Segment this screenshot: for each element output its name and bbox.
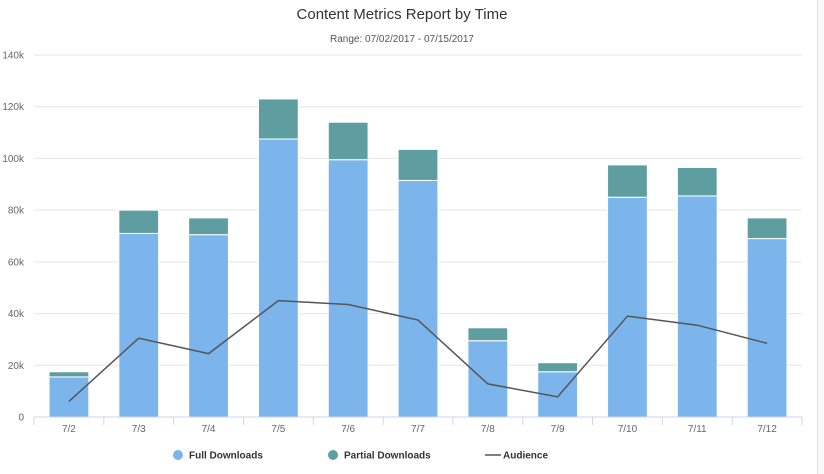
legend: Full Downloads Partial Downloads Audience — [173, 450, 548, 462]
y-tick-label: 140k — [2, 51, 25, 62]
bar-full-downloads — [118, 232, 160, 418]
y-tick-label: 80k — [8, 206, 25, 217]
bar-full-downloads — [48, 376, 90, 418]
y-axis-ticks: 0 20k 40k 60k 80k 100k 120k 140k — [2, 51, 25, 424]
legend-label: Partial Downloads — [344, 451, 431, 462]
bar-full-downloads — [397, 179, 439, 418]
x-axis — [33, 416, 803, 425]
audience-line — [68, 299, 768, 403]
x-tick-label: 7/10 — [618, 424, 638, 435]
audience-line-layer — [68, 299, 768, 403]
bar-partial-downloads — [327, 121, 369, 161]
y-tick-label: 0 — [18, 413, 24, 424]
x-tick-label: 7/5 — [271, 424, 285, 435]
bar-partial-downloads — [676, 166, 718, 197]
bar-partial-downloads — [257, 98, 299, 140]
bar-partial-downloads — [188, 217, 229, 236]
bar-partial-downloads — [467, 327, 509, 342]
bar-full-downloads — [257, 138, 299, 418]
bar-full-downloads — [676, 195, 718, 418]
bar-partial-downloads — [607, 164, 648, 198]
y-tick-label: 60k — [8, 257, 25, 268]
x-tick-label: 7/9 — [551, 424, 565, 435]
x-tick-label: 7/3 — [132, 424, 146, 435]
x-tick-label: 7/8 — [481, 424, 495, 435]
chart-subtitle: Range: 07/02/2017 - 07/15/2017 — [330, 34, 474, 45]
bar-full-downloads — [746, 238, 788, 418]
x-tick-label: 7/7 — [411, 424, 425, 435]
x-tick-label: 7/6 — [341, 424, 355, 435]
bar-partial-downloads — [118, 209, 160, 234]
panel-edge — [817, 0, 824, 474]
legend-dot-symbol — [328, 450, 338, 460]
bar-partial-downloads — [746, 217, 788, 240]
legend-dot-symbol — [173, 450, 183, 460]
bar-partial-downloads — [537, 362, 579, 373]
x-axis-ticks: 7/2 7/3 7/4 7/5 7/6 7/7 7/8 7/9 7/10 7/11 7/12 — [62, 424, 777, 435]
x-tick-label: 7/4 — [202, 424, 216, 435]
y-tick-label: 40k — [8, 309, 25, 320]
bars — [48, 98, 788, 418]
y-tick-label: 100k — [2, 154, 25, 165]
bar-full-downloads — [467, 340, 509, 418]
x-tick-label: 7/11 — [688, 424, 707, 435]
chart-title: Content Metrics Report by Time — [297, 6, 508, 23]
bar-full-downloads — [327, 159, 369, 418]
y-tick-label: 20k — [8, 361, 25, 372]
bar-partial-downloads — [48, 371, 90, 378]
legend-label: Full Downloads — [189, 451, 263, 462]
x-tick-label: 7/12 — [757, 424, 777, 435]
bar-full-downloads — [607, 196, 648, 418]
y-tick-label: 120k — [2, 102, 25, 113]
legend-label: Audience — [503, 451, 548, 462]
x-tick-label: 7/2 — [62, 424, 76, 435]
bar-full-downloads — [188, 234, 229, 418]
bar-partial-downloads — [397, 148, 439, 181]
